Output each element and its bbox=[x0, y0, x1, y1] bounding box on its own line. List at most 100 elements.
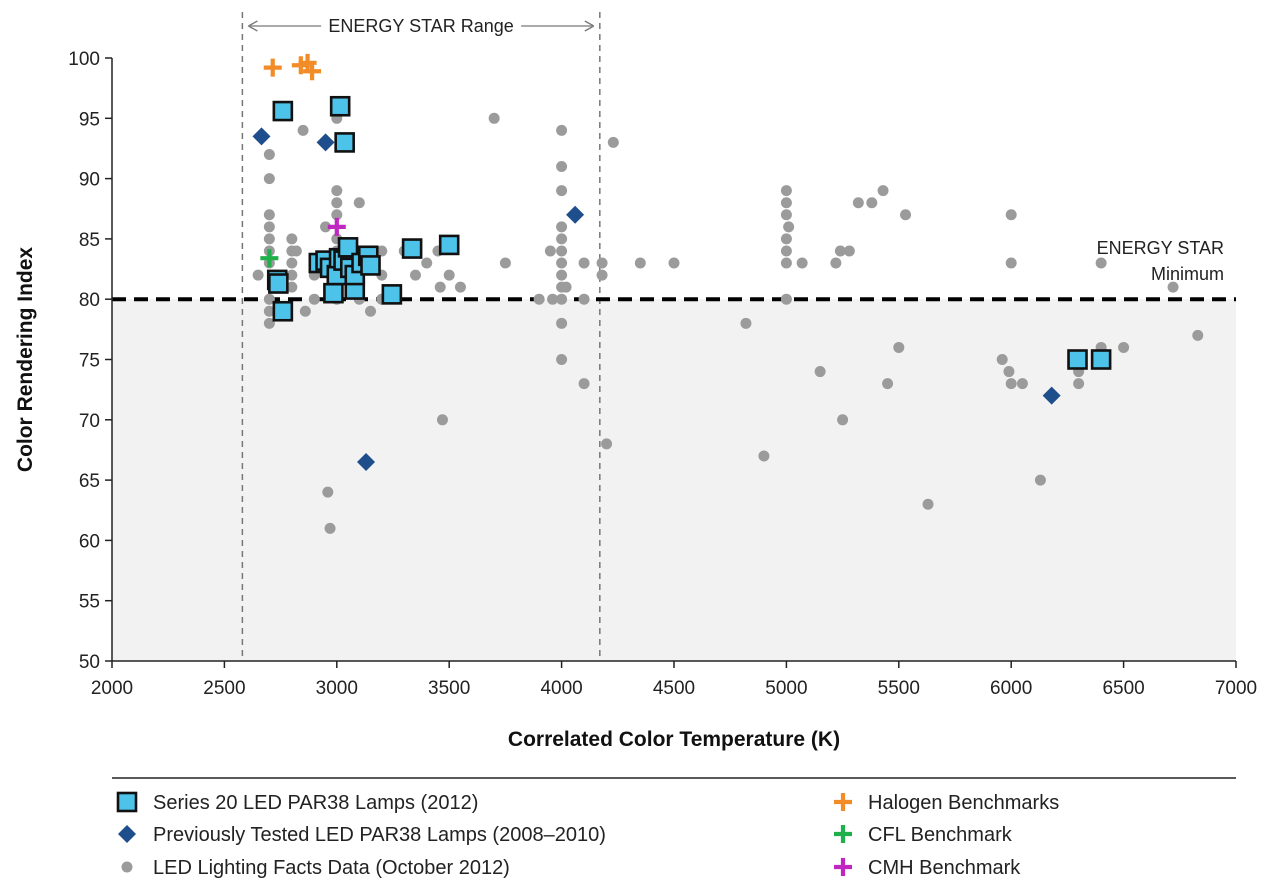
legend-marker bbox=[834, 793, 852, 811]
data-point bbox=[556, 124, 568, 136]
data-point bbox=[780, 257, 792, 269]
data-point bbox=[578, 257, 590, 269]
data-point bbox=[1090, 349, 1112, 370]
data-point bbox=[286, 257, 298, 269]
data-point bbox=[556, 269, 568, 281]
data-point bbox=[323, 282, 344, 304]
data-point bbox=[331, 197, 343, 209]
data-point bbox=[780, 209, 792, 221]
data-point bbox=[360, 255, 381, 276]
x-axis-title: Correlated Color Temperature (K) bbox=[508, 728, 840, 751]
reference-lines bbox=[112, 12, 1236, 661]
legend: Series 20 LED PAR38 Lamps (2012) Previou… bbox=[112, 777, 1236, 879]
data-point bbox=[740, 317, 752, 329]
data-point bbox=[1005, 257, 1017, 269]
series-1 bbox=[266, 95, 1112, 370]
data-point bbox=[316, 133, 335, 152]
data-point bbox=[601, 438, 613, 450]
series-3 bbox=[263, 53, 322, 81]
data-point bbox=[596, 257, 608, 269]
data-point bbox=[607, 136, 619, 148]
data-point bbox=[837, 414, 849, 426]
data-point bbox=[263, 293, 275, 305]
data-point bbox=[634, 257, 646, 269]
y-tick-label: 70 bbox=[79, 411, 100, 432]
energy-star-minimum-label-line2: Minimum bbox=[1151, 264, 1224, 284]
data-point bbox=[780, 185, 792, 197]
data-point bbox=[996, 354, 1008, 365]
data-point bbox=[324, 522, 336, 534]
y-tick-label: 65 bbox=[79, 471, 100, 492]
legend-label: LED Lighting Facts Data (October 2012) bbox=[153, 857, 510, 879]
data-point bbox=[866, 197, 878, 209]
y-tick-label: 95 bbox=[79, 109, 100, 130]
legend-label: Halogen Benchmarks bbox=[868, 792, 1059, 814]
data-point bbox=[780, 293, 792, 305]
data-point bbox=[1005, 378, 1017, 390]
data-point bbox=[1167, 281, 1179, 293]
y-tick-label: 100 bbox=[68, 49, 100, 70]
legend-marker bbox=[834, 825, 852, 843]
legend-label: CMH Benchmark bbox=[868, 857, 1021, 879]
data-point bbox=[556, 221, 568, 233]
data-point bbox=[668, 257, 680, 269]
legend-symbol bbox=[121, 861, 133, 873]
data-point bbox=[900, 209, 912, 221]
data-point bbox=[263, 173, 275, 185]
x-tick-label: 6000 bbox=[990, 678, 1032, 699]
data-point bbox=[272, 100, 294, 122]
data-point bbox=[331, 185, 343, 197]
x-tick-label: 7000 bbox=[1215, 678, 1257, 699]
data-point bbox=[286, 233, 298, 245]
data-point bbox=[1034, 474, 1046, 486]
data-point bbox=[260, 249, 279, 268]
data-point bbox=[308, 293, 320, 305]
data-point bbox=[334, 132, 355, 153]
x-tick-label: 4000 bbox=[540, 678, 582, 699]
legend-symbol bbox=[834, 793, 852, 811]
legend-item-previously-tested: Previously Tested LED PAR38 Lamps (2008–… bbox=[118, 824, 606, 846]
data-point bbox=[436, 414, 448, 426]
data-point bbox=[893, 341, 905, 353]
data-point bbox=[286, 269, 298, 281]
legend-item-cmh: CMH Benchmark bbox=[834, 857, 1021, 879]
series-2 bbox=[252, 127, 1061, 472]
data-point bbox=[877, 185, 889, 197]
data-point bbox=[566, 205, 585, 224]
y-tick-label: 50 bbox=[79, 652, 100, 673]
data-point bbox=[596, 269, 608, 281]
data-point bbox=[1073, 378, 1085, 390]
legend-symbol bbox=[116, 791, 138, 813]
data-point bbox=[1118, 341, 1130, 353]
legend-label: CFL Benchmark bbox=[868, 824, 1013, 846]
data-point bbox=[1192, 329, 1204, 341]
data-point bbox=[783, 221, 795, 233]
data-point bbox=[263, 221, 275, 233]
data-point bbox=[882, 378, 894, 390]
data-point bbox=[556, 354, 568, 365]
data-point bbox=[263, 148, 275, 160]
data-point bbox=[560, 281, 572, 293]
x-tick-label: 2500 bbox=[203, 678, 245, 699]
data-point bbox=[434, 281, 446, 293]
legend-marker bbox=[121, 861, 133, 873]
data-point bbox=[556, 161, 568, 173]
data-point bbox=[327, 217, 346, 236]
data-point bbox=[780, 233, 792, 245]
data-point bbox=[401, 238, 423, 259]
legend-label: Series 20 LED PAR38 Lamps (2012) bbox=[153, 792, 478, 814]
data-point bbox=[272, 300, 294, 322]
data-point bbox=[780, 245, 792, 257]
legend-item-cfl: CFL Benchmark bbox=[834, 824, 1013, 846]
legend-marker bbox=[834, 858, 852, 876]
data-point bbox=[409, 269, 421, 281]
legend-item-led-lighting-facts: LED Lighting Facts Data (October 2012) bbox=[121, 857, 510, 879]
data-point bbox=[544, 245, 556, 257]
data-point bbox=[556, 257, 568, 269]
data-points bbox=[252, 53, 1204, 534]
data-point bbox=[499, 257, 511, 269]
data-point bbox=[320, 221, 332, 233]
data-point bbox=[322, 486, 334, 498]
series-5 bbox=[327, 217, 346, 236]
data-point bbox=[290, 245, 302, 257]
